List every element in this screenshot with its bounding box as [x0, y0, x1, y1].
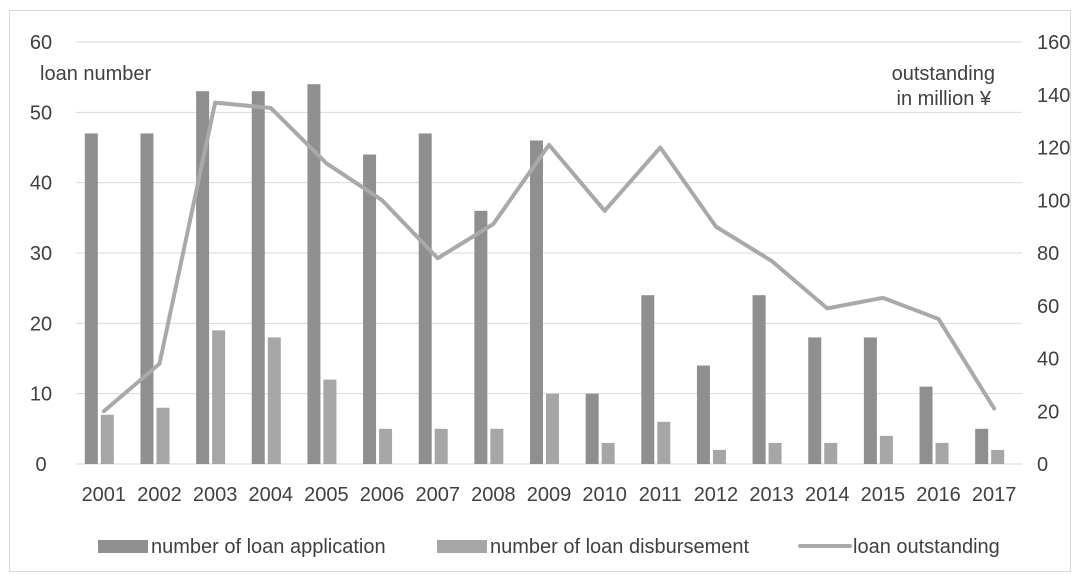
bar-number-of-loan-disbursement-2005	[323, 379, 337, 464]
bar-number-of-loan-disbursement-2015	[879, 435, 893, 464]
x-axis-ticks: 2001 2002 2003 2004 2005 2006 2007 2008 2009 2010…	[82, 484, 1017, 506]
right-axis-label-line-1: outstanding	[892, 63, 995, 85]
x-tick-label: 2012	[694, 484, 739, 506]
x-tick-label: 2003	[193, 484, 238, 506]
bar-number-of-loan-disbursement-2014	[824, 442, 838, 464]
bar-number-of-loan-application-2008	[474, 210, 488, 464]
bar-number-of-loan-disbursement-2013	[768, 442, 782, 464]
bar-number-of-loan-disbursement-2012	[712, 449, 726, 464]
bar-number-of-loan-application-2016	[919, 386, 933, 464]
legend-swatch-application	[98, 540, 148, 553]
x-tick-label: 2001	[82, 484, 127, 506]
legend-item-disbursement: number of loan disbursement	[437, 536, 749, 558]
left-tick-label: 20	[30, 313, 52, 335]
bar-number-of-loan-disbursement-2001	[100, 414, 114, 464]
x-tick-label: 2006	[360, 484, 405, 506]
bar-number-of-loan-application-2007	[418, 133, 432, 464]
bar-number-of-loan-application-2002	[140, 133, 154, 464]
legend-label-disbursement: number of loan disbursement	[490, 536, 749, 558]
left-tick-label: 60	[30, 32, 52, 54]
left-tick-label: 0	[35, 454, 46, 476]
x-tick-label: 2011	[639, 484, 682, 506]
x-tick-label: 2008	[471, 484, 516, 506]
right-tick-label: 20	[1037, 401, 1059, 423]
x-tick-label: 2014	[805, 484, 850, 506]
legend: number of loan application number of loa…	[98, 536, 1000, 558]
legend-item-application: number of loan application	[98, 536, 386, 558]
right-tick-label: 40	[1037, 349, 1059, 371]
legend-label-application: number of loan application	[151, 536, 386, 558]
bar-number-of-loan-disbursement-2009	[546, 393, 559, 464]
left-tick-label: 50	[30, 102, 52, 124]
right-tick-label: 140	[1037, 85, 1070, 107]
right-tick-label: 80	[1037, 243, 1059, 265]
right-tick-label: 160	[1037, 32, 1070, 54]
x-tick-label: 2005	[304, 484, 349, 506]
bar-series	[84, 84, 1005, 465]
left-tick-label: 40	[30, 173, 52, 195]
bar-number-of-loan-application-2001	[84, 133, 98, 464]
bar-number-of-loan-application-2015	[863, 337, 877, 464]
right-axis-label-line-2: in million ¥	[897, 88, 992, 110]
bar-number-of-loan-application-2017	[975, 428, 989, 464]
bar-number-of-loan-disbursement-2010	[601, 442, 615, 464]
line-series	[101, 100, 997, 414]
bar-number-of-loan-application-2006	[363, 154, 377, 465]
right-axis-ticks: 0 20 40 60 80 100 120 140 160	[1037, 32, 1070, 476]
x-tick-label: 2013	[749, 484, 794, 506]
bar-number-of-loan-application-2014	[808, 337, 822, 464]
left-axis-label: loan number	[40, 63, 152, 85]
bar-number-of-loan-disbursement-2007	[434, 428, 448, 464]
bar-number-of-loan-disbursement-2002	[156, 407, 170, 464]
legend-swatch-disbursement	[437, 540, 487, 553]
left-tick-label: 10	[30, 384, 52, 406]
bar-number-of-loan-disbursement-2011	[657, 421, 671, 464]
bar-series-number-of-loan-application	[84, 84, 989, 465]
legend-label-outstanding: loan outstanding	[853, 536, 1000, 558]
bar-number-of-loan-application-2009	[530, 140, 543, 464]
left-tick-label: 30	[30, 243, 52, 265]
bar-number-of-loan-disbursement-2008	[490, 428, 504, 464]
series-line-loan-outstanding	[101, 100, 997, 414]
x-tick-label: 2017	[972, 484, 1017, 506]
bar-number-of-loan-disbursement-2017	[991, 449, 1005, 464]
bar-number-of-loan-disbursement-2006	[379, 428, 393, 464]
right-tick-label: 0	[1037, 454, 1048, 476]
bar-number-of-loan-disbursement-2016	[935, 442, 949, 464]
bar-number-of-loan-application-2013	[752, 295, 766, 464]
bar-series-number-of-loan-disbursement	[100, 330, 1005, 464]
right-tick-label: 60	[1037, 296, 1059, 318]
x-tick-label: 2002	[137, 484, 182, 506]
bar-number-of-loan-disbursement-2004	[267, 337, 281, 464]
bar-number-of-loan-application-2004	[251, 91, 265, 464]
bar-number-of-loan-application-2011	[641, 295, 655, 464]
bar-number-of-loan-application-2010	[585, 393, 599, 464]
x-tick-label: 2009	[527, 484, 572, 506]
bar-number-of-loan-application-2012	[696, 365, 710, 464]
right-tick-label: 120	[1037, 138, 1070, 160]
left-axis-ticks: 0 10 20 30 40 50 60	[30, 32, 52, 476]
x-tick-label: 2007	[415, 484, 460, 506]
bar-number-of-loan-application-2005	[307, 84, 321, 464]
x-tick-label: 2015	[861, 484, 906, 506]
x-tick-label: 2004	[249, 484, 294, 506]
bar-number-of-loan-disbursement-2003	[212, 330, 226, 464]
x-tick-label: 2010	[582, 484, 627, 506]
right-tick-label: 100	[1037, 190, 1070, 212]
legend-item-outstanding: loan outstanding	[798, 536, 1000, 558]
x-tick-label: 2016	[916, 484, 961, 506]
